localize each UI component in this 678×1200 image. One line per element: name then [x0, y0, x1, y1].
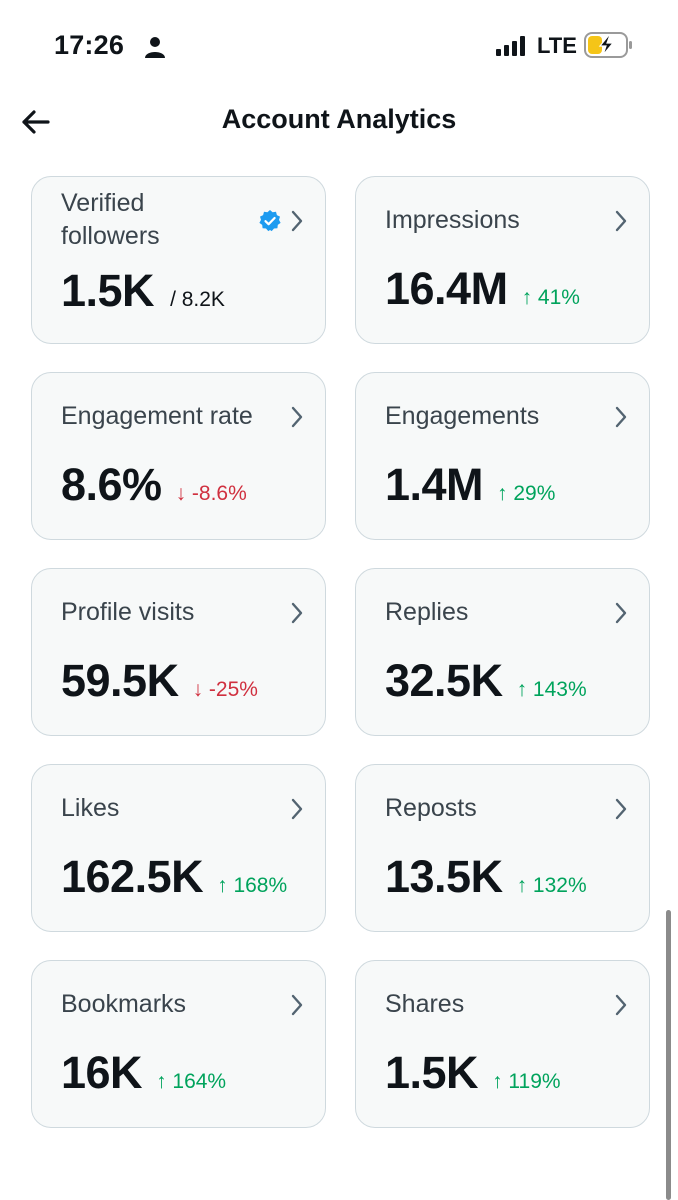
metric-card-profile-visits[interactable]: Profile visits 59.5K ↓ -25%	[31, 568, 326, 736]
chevron-right-icon	[615, 602, 627, 624]
network-type: LTE	[537, 33, 577, 58]
metric-change: ↑ 168%	[217, 874, 288, 897]
chevron-right-icon	[615, 210, 627, 232]
chevron-right-icon	[291, 798, 303, 820]
chevron-right-icon	[291, 406, 303, 428]
metric-value: 1.5K	[61, 265, 155, 316]
metric-value: 59.5K	[61, 655, 179, 706]
metric-total: / 8.2K	[170, 288, 225, 311]
metric-value-row: 8.6% ↓ -8.6%	[61, 459, 247, 511]
back-arrow-icon[interactable]	[16, 102, 56, 142]
metric-value: 1.5K	[385, 1047, 479, 1098]
metric-label: Replies	[385, 598, 469, 626]
verified-badge-icon	[259, 210, 281, 232]
metric-label: Shares	[385, 990, 465, 1018]
metric-label: Verified followers	[61, 189, 160, 250]
metric-card-verified-followers[interactable]: Verified followers 1.5K / 8.2K	[31, 176, 326, 344]
metric-value: 16.4M	[385, 263, 508, 314]
metric-value: 13.5K	[385, 851, 503, 902]
metric-label: Engagement rate	[61, 402, 253, 430]
metric-value-row: 32.5K ↑ 143%	[385, 655, 587, 707]
battery-charging-icon	[584, 32, 632, 58]
metric-value-row: 1.5K / 8.2K	[61, 265, 225, 317]
metric-value: 32.5K	[385, 655, 503, 706]
metric-change: ↓ -25%	[192, 678, 258, 701]
page-title: Account Analytics	[221, 104, 457, 134]
chevron-right-icon	[615, 994, 627, 1016]
metric-card-replies[interactable]: Replies 32.5K ↑ 143%	[355, 568, 650, 736]
metric-change: ↑ 29%	[497, 482, 556, 505]
metric-value-row: 13.5K ↑ 132%	[385, 851, 587, 903]
status-time: 17:26	[54, 30, 125, 60]
metric-label: Likes	[61, 794, 120, 822]
metric-change: ↑ 119%	[492, 1070, 561, 1093]
metric-label: Profile visits	[61, 598, 195, 626]
metric-value-row: 59.5K ↓ -25%	[61, 655, 258, 707]
metric-value: 8.6%	[61, 459, 162, 510]
metric-label: Engagements	[385, 402, 540, 430]
chevron-right-icon	[615, 798, 627, 820]
chevron-right-icon	[291, 210, 303, 232]
metric-change: ↑ 41%	[521, 286, 580, 309]
metric-label: Bookmarks	[61, 990, 187, 1018]
metric-value-row: 16.4M ↑ 41%	[385, 263, 580, 315]
metric-card-bookmarks[interactable]: Bookmarks 16K ↑ 164%	[31, 960, 326, 1128]
metric-value-row: 162.5K ↑ 168%	[61, 851, 287, 903]
metric-card-likes[interactable]: Likes 162.5K ↑ 168%	[31, 764, 326, 932]
metric-change: ↑ 143%	[516, 678, 587, 701]
metric-label: Reposts	[385, 794, 477, 822]
chevron-right-icon	[615, 406, 627, 428]
metric-value: 1.4M	[385, 459, 484, 510]
metric-value: 162.5K	[61, 851, 204, 902]
metric-value-row: 1.5K ↑ 119%	[385, 1047, 561, 1099]
metric-value-row: 16K ↑ 164%	[61, 1047, 226, 1099]
top-app-bar: Account Analytics	[0, 92, 678, 152]
person-icon	[145, 37, 165, 58]
metric-card-shares[interactable]: Shares 1.5K ↑ 119%	[355, 960, 650, 1128]
metric-card-engagement-rate[interactable]: Engagement rate 8.6% ↓ -8.6%	[31, 372, 326, 540]
metric-change: ↓ -8.6%	[175, 482, 247, 505]
chevron-right-icon	[291, 994, 303, 1016]
metric-change: ↑ 164%	[156, 1070, 227, 1093]
status-bar: 17:26 LTE	[0, 0, 678, 92]
metric-card-impressions[interactable]: Impressions 16.4M ↑ 41%	[355, 176, 650, 344]
metric-value-row: 1.4M ↑ 29%	[385, 459, 555, 511]
signal-icon	[496, 36, 525, 56]
metric-label: Impressions	[385, 206, 520, 234]
metric-card-engagements[interactable]: Engagements 1.4M ↑ 29%	[355, 372, 650, 540]
scrollbar[interactable]	[666, 910, 671, 1200]
metric-card-reposts[interactable]: Reposts 13.5K ↑ 132%	[355, 764, 650, 932]
metric-value: 16K	[61, 1047, 143, 1098]
chevron-right-icon	[291, 602, 303, 624]
metric-change: ↑ 132%	[516, 874, 587, 897]
